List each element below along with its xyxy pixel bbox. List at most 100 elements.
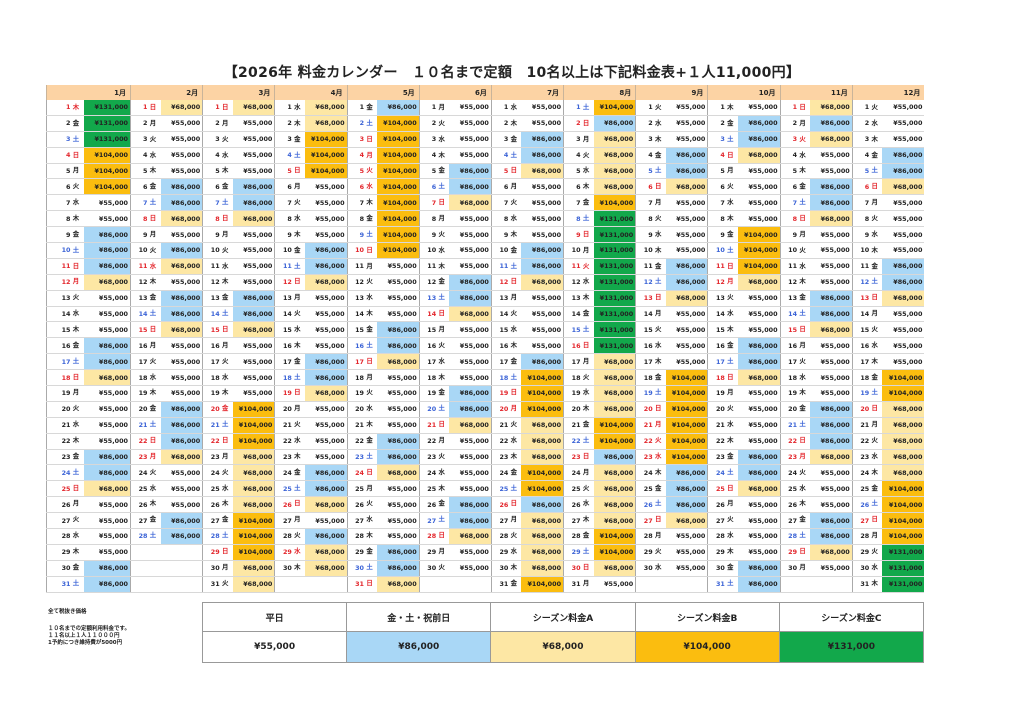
day-price: ¥68,000 xyxy=(665,178,708,196)
day-price: ¥68,000 xyxy=(304,274,348,291)
day-price: ¥104,000 xyxy=(377,242,420,259)
day-price: ¥86,000 xyxy=(160,512,203,530)
day-price: ¥86,000 xyxy=(737,353,781,371)
day-number: 30 xyxy=(490,560,522,577)
month-header: 3月 xyxy=(202,85,275,100)
day-number: 12 xyxy=(707,274,738,291)
day-number: 29 xyxy=(490,544,522,561)
day-price: ¥86,000 xyxy=(665,464,708,482)
day-number: 7 xyxy=(490,194,522,212)
day-price: ¥86,000 xyxy=(737,337,781,355)
price-legend: 平日 金・土・祝前日 シーズン料金A シーズン料金B シーズン料金C ¥55,000 ¥8… xyxy=(201,602,925,663)
day-number: 11 xyxy=(418,258,450,275)
table-row: 11 ¥86,000 11 ¥68,000 11 ¥55,000 11 ¥86,000 11 ¥5… xyxy=(46,258,925,275)
day-price: ¥55,000 xyxy=(882,100,925,116)
day-number: 18 xyxy=(130,369,161,387)
day-number: 19 xyxy=(635,385,666,402)
day-number: 30 xyxy=(202,560,233,577)
day-price: ¥86,000 xyxy=(160,242,203,259)
empty-cell xyxy=(665,576,708,593)
day-number: 27 xyxy=(490,512,522,530)
day-number: 3 xyxy=(130,131,161,148)
day-price: ¥55,000 xyxy=(83,194,131,212)
day-number: 14 xyxy=(130,306,161,323)
day-price: ¥55,000 xyxy=(449,464,492,482)
day-price: ¥68,000 xyxy=(593,353,636,371)
day-price: ¥68,000 xyxy=(593,385,636,402)
day-price: ¥104,000 xyxy=(377,163,420,180)
day-number: 22 xyxy=(202,433,233,450)
day-price: ¥86,000 xyxy=(304,369,348,387)
day-number: 23 xyxy=(490,449,522,466)
day-price: ¥55,000 xyxy=(737,163,781,180)
day-price: ¥55,000 xyxy=(160,480,203,498)
day-price: ¥55,000 xyxy=(449,242,492,259)
day-price: ¥55,000 xyxy=(83,306,131,323)
day-number: 1 xyxy=(346,100,378,116)
day-number: 28 xyxy=(490,528,522,545)
day-price: ¥55,000 xyxy=(810,560,853,577)
day-number: 29 xyxy=(274,544,305,561)
day-number: 29 xyxy=(563,544,594,561)
day-price: ¥86,000 xyxy=(160,401,203,418)
weekday-column: 火水木金土日月火水木金土日月火水木金土日月火水木金土日月火水 xyxy=(655,103,662,571)
day-price: ¥55,000 xyxy=(521,306,564,323)
day-price: ¥55,000 xyxy=(810,496,853,514)
day-price: ¥68,000 xyxy=(304,385,348,402)
day-price: ¥86,000 xyxy=(665,480,708,498)
day-price: ¥55,000 xyxy=(83,290,131,307)
month-header: 8月 xyxy=(563,85,636,100)
day-number: 4 xyxy=(490,147,522,164)
day-price: ¥86,000 xyxy=(521,258,564,275)
day-number: 3 xyxy=(779,131,811,148)
day-number: 15 xyxy=(418,321,450,339)
day-number: 18 xyxy=(46,369,84,387)
day-number: 4 xyxy=(707,147,738,164)
day-number: 30 xyxy=(274,560,305,577)
day-number: 27 xyxy=(851,512,883,530)
day-number: 8 xyxy=(202,210,233,228)
day-number: 26 xyxy=(779,496,811,514)
day-number: 23 xyxy=(779,449,811,466)
day-price: ¥86,000 xyxy=(810,512,853,530)
day-price: ¥55,000 xyxy=(160,131,203,148)
day-price: ¥55,000 xyxy=(882,210,925,228)
day-number: 7 xyxy=(635,194,666,212)
day-number: 20 xyxy=(779,401,811,418)
day-price: ¥104,000 xyxy=(882,528,925,545)
day-price: ¥55,000 xyxy=(521,100,564,116)
day-price: ¥55,000 xyxy=(737,194,781,212)
day-price: ¥55,000 xyxy=(449,480,492,498)
day-number: 20 xyxy=(635,401,666,418)
day-price: ¥68,000 xyxy=(83,274,131,291)
day-number: 16 xyxy=(346,337,378,355)
day-price: ¥68,000 xyxy=(521,512,564,530)
day-number: 7 xyxy=(130,194,161,212)
day-price: ¥68,000 xyxy=(593,147,636,164)
day-price: ¥55,000 xyxy=(377,290,420,307)
day-number: 9 xyxy=(346,226,378,244)
day-number: 16 xyxy=(46,337,84,355)
day-price: ¥68,000 xyxy=(521,560,564,577)
day-number: 28 xyxy=(635,528,666,545)
day-price: ¥68,000 xyxy=(377,576,420,593)
day-price: ¥55,000 xyxy=(449,226,492,244)
day-number: 3 xyxy=(707,131,738,148)
month-header: 4月 xyxy=(274,85,348,100)
day-number: 25 xyxy=(851,480,883,498)
day-price: ¥86,000 xyxy=(160,528,203,545)
day-number: 23 xyxy=(202,449,233,466)
day-number: 4 xyxy=(779,147,811,164)
day-number: 20 xyxy=(274,401,305,418)
day-number: 11 xyxy=(274,258,305,275)
day-number: 6 xyxy=(635,178,666,196)
day-number: 8 xyxy=(563,210,594,228)
day-number: 20 xyxy=(851,401,883,418)
day-number: 8 xyxy=(418,210,450,228)
day-number: 7 xyxy=(418,194,450,212)
day-number: 12 xyxy=(563,274,594,291)
day-number: 27 xyxy=(779,512,811,530)
day-price: ¥131,000 xyxy=(882,576,925,593)
day-number: 3 xyxy=(563,131,594,148)
table-row: 27 ¥55,000 27 ¥86,000 27 ¥104,000 27 ¥55,000 27 ¥… xyxy=(46,512,925,530)
